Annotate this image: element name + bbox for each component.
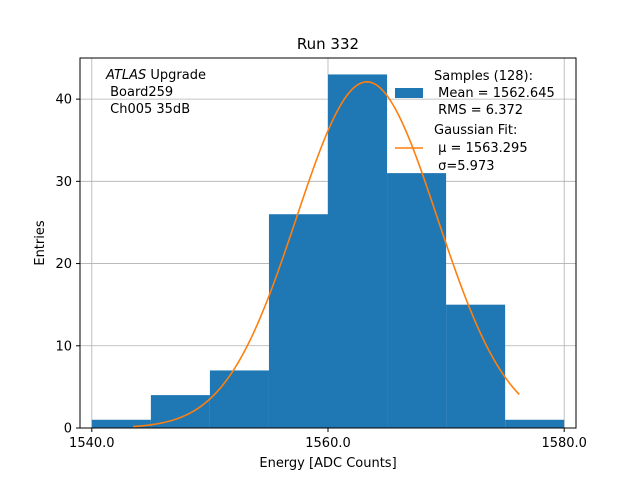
legend-fit-line1: Gaussian Fit: xyxy=(434,123,517,138)
legend-hist-line3: RMS = 6.372 xyxy=(434,103,523,118)
legend-hist-line1: Samples (128): xyxy=(434,69,533,84)
histogram-bar-2 xyxy=(209,370,269,428)
y-axis-label: Entries xyxy=(33,220,48,266)
annotation-line2: Board259 xyxy=(106,85,173,100)
histogram-bar-4 xyxy=(328,74,388,428)
legend-fit-line2: μ = 1563.295 xyxy=(434,141,528,156)
y-tick-label-2: 20 xyxy=(55,257,72,272)
legend: Samples (128): Mean = 1562.645 RMS = 6.3… xyxy=(395,69,555,174)
x-tick-label-2: 1580.0 xyxy=(541,436,587,451)
annotation-italic: ATLAS xyxy=(105,68,146,83)
histogram-bar-6 xyxy=(446,304,506,428)
annotation-line1-rest: Upgrade xyxy=(146,68,206,83)
histogram-bars xyxy=(91,74,565,428)
histogram-bar-7 xyxy=(505,419,565,428)
y-tick-label-3: 30 xyxy=(55,175,72,190)
histogram-bar-5 xyxy=(387,173,447,428)
svg-text:ATLAS Upgrade: ATLAS Upgrade xyxy=(105,68,206,83)
annotation-box: ATLAS Upgrade Board259 Ch005 35dB xyxy=(105,68,206,117)
y-tick-label-0: 0 xyxy=(64,422,72,437)
x-tick-label-1: 1560.0 xyxy=(305,436,351,451)
x-axis-ticks: 1540.0 1560.0 1580.0 xyxy=(69,428,587,451)
annotation-line3: Ch005 35dB xyxy=(106,102,190,117)
x-tick-label-0: 1540.0 xyxy=(69,436,115,451)
legend-hist-swatch xyxy=(395,88,423,98)
y-tick-label-4: 40 xyxy=(55,93,72,108)
legend-hist-line2: Mean = 1562.645 xyxy=(434,86,555,101)
gaussian-fit-curve xyxy=(133,81,520,428)
y-axis-ticks: 0 10 20 30 40 xyxy=(55,93,80,437)
y-tick-label-1: 10 xyxy=(55,339,72,354)
legend-fit-line3: σ=5.973 xyxy=(434,159,494,174)
histogram-bar-3 xyxy=(268,214,328,428)
chart-title: Run 332 xyxy=(297,35,359,53)
x-axis-label: Energy [ADC Counts] xyxy=(259,456,396,471)
histogram-bar-0 xyxy=(91,419,151,428)
